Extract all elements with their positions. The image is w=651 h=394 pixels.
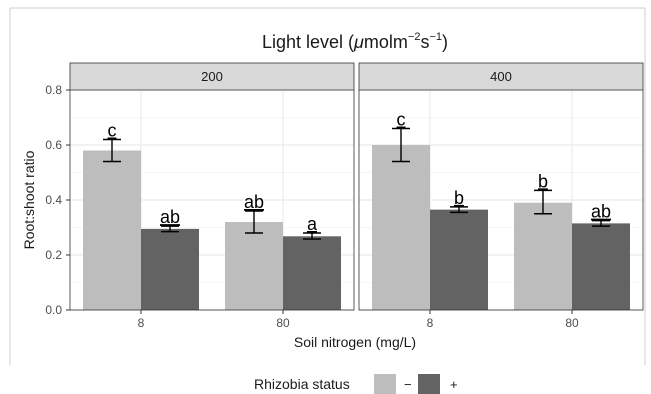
title-mu: μ (353, 32, 364, 52)
panel-border (358, 89, 644, 311)
x-tick-label: 80 (276, 316, 290, 330)
legend: Rhizobia status − + (254, 374, 458, 394)
significance-letter: a (307, 214, 318, 234)
facet-strip-label: 200 (201, 69, 223, 84)
legend-label-minus: − (404, 377, 412, 392)
bar (283, 236, 341, 310)
y-ticks: 0.0 0.2 0.4 0.6 0.8 (45, 83, 70, 317)
bar (572, 223, 630, 310)
legend-label-plus: + (450, 377, 458, 392)
panel-200: 200 c ab 8 ab a 80 (69, 62, 355, 330)
x-tick-label: 80 (565, 316, 579, 330)
significance-letter: b (454, 188, 464, 208)
y-tick-label: 0.0 (45, 303, 62, 317)
bar (83, 150, 141, 310)
bar (141, 228, 199, 310)
title-exp2: −1 (429, 31, 442, 43)
facet-strip-label: 400 (490, 69, 512, 84)
title-unit: molm (364, 32, 408, 52)
significance-letter: ab (591, 202, 611, 222)
panels: 200 c ab 8 ab a 80 400 c b 8 b ab 80 (69, 62, 644, 330)
bar (514, 202, 572, 310)
title-suffix: ) (442, 32, 448, 52)
x-tick-label: 8 (427, 316, 434, 330)
title-s: s (420, 32, 429, 52)
significance-letter: ab (160, 207, 180, 227)
y-axis-label: Root:shoot ratio (21, 150, 37, 249)
chart-title: Light level (μmolm−2s−1) (262, 31, 448, 52)
facet-strip (69, 62, 355, 91)
significance-letter: c (397, 110, 406, 130)
y-tick-label: 0.2 (45, 248, 62, 262)
bar (430, 209, 488, 310)
y-tick-label: 0.8 (45, 83, 62, 97)
bar (225, 222, 283, 310)
legend-title: Rhizobia status (254, 376, 350, 392)
title-exp1: −2 (408, 31, 421, 43)
y-tick-label: 0.4 (45, 193, 62, 207)
title-prefix: Light level ( (262, 32, 354, 52)
panel-400: 400 c b 8 b ab 80 (358, 62, 644, 330)
bar (372, 145, 430, 310)
significance-letter: c (108, 121, 117, 141)
legend-swatch-plus (418, 374, 440, 394)
y-tick-label: 0.6 (45, 138, 62, 152)
x-axis-label: Soil nitrogen (mg/L) (294, 334, 416, 350)
significance-letter: ab (244, 192, 264, 212)
legend-swatch-minus (374, 374, 396, 394)
x-tick-label: 8 (138, 316, 145, 330)
significance-letter: b (538, 171, 548, 191)
